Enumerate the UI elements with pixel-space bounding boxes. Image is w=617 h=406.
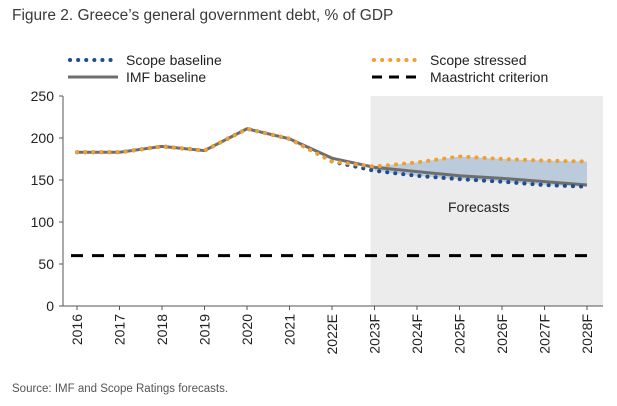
x-tick-label: 2025F xyxy=(452,314,468,354)
y-tick-label: 250 xyxy=(31,88,55,104)
x-tick-label: 2028F xyxy=(579,314,595,354)
forecast-shaded-area xyxy=(370,96,603,306)
x-tick-label: 2019 xyxy=(197,314,213,345)
stress-range-band xyxy=(374,156,587,187)
legend-item-scope-baseline: Scope baseline xyxy=(68,52,222,68)
y-tick-label: 100 xyxy=(31,214,55,230)
x-tick-label: 2016 xyxy=(69,314,85,345)
x-tick-label: 2022E xyxy=(324,314,340,354)
forecasts-annotation: Forecasts xyxy=(448,199,509,215)
y-tick-label: 200 xyxy=(31,130,55,146)
legend-item-imf-baseline: IMF baseline xyxy=(68,69,206,85)
source-note: Source: IMF and Scope Ratings forecasts. xyxy=(12,383,229,395)
legend-item-scope-stressed: Scope stressed xyxy=(372,52,527,68)
y-axis-ticks: 0 50 100 150 200 250 xyxy=(31,88,63,314)
x-tick-label: 2020 xyxy=(239,314,255,345)
y-tick-label: 50 xyxy=(38,256,54,272)
scope-stressed-line xyxy=(75,126,589,169)
legend-label: Scope stressed xyxy=(430,52,527,68)
y-tick-label: 0 xyxy=(46,298,54,314)
x-axis-ticks: 2016 2017 2018 2019 2020 2021 2022E 2023F 2024F 2… xyxy=(69,306,595,354)
series-layer xyxy=(71,126,589,258)
chart-title: Figure 2. Greece’s general government de… xyxy=(12,7,394,24)
imf-baseline-line xyxy=(77,127,588,187)
x-tick-label: 2027F xyxy=(537,314,553,354)
legend: Scope baseline Scope stressed IMF baseline… xyxy=(68,52,548,85)
x-tick-label: 2018 xyxy=(154,314,170,345)
x-tick-label: 2021 xyxy=(282,314,298,345)
y-tick-label: 150 xyxy=(31,172,55,188)
x-tick-label: 2026F xyxy=(494,314,510,354)
x-tick-label: 2024F xyxy=(409,314,425,354)
legend-label: Maastricht criterion xyxy=(430,69,548,85)
x-tick-label: 2023F xyxy=(367,314,383,354)
legend-item-maastricht-criterion: Maastricht criterion xyxy=(372,69,548,85)
legend-label: Scope baseline xyxy=(126,52,222,68)
x-tick-label: 2017 xyxy=(112,314,128,345)
legend-label: IMF baseline xyxy=(126,69,206,85)
